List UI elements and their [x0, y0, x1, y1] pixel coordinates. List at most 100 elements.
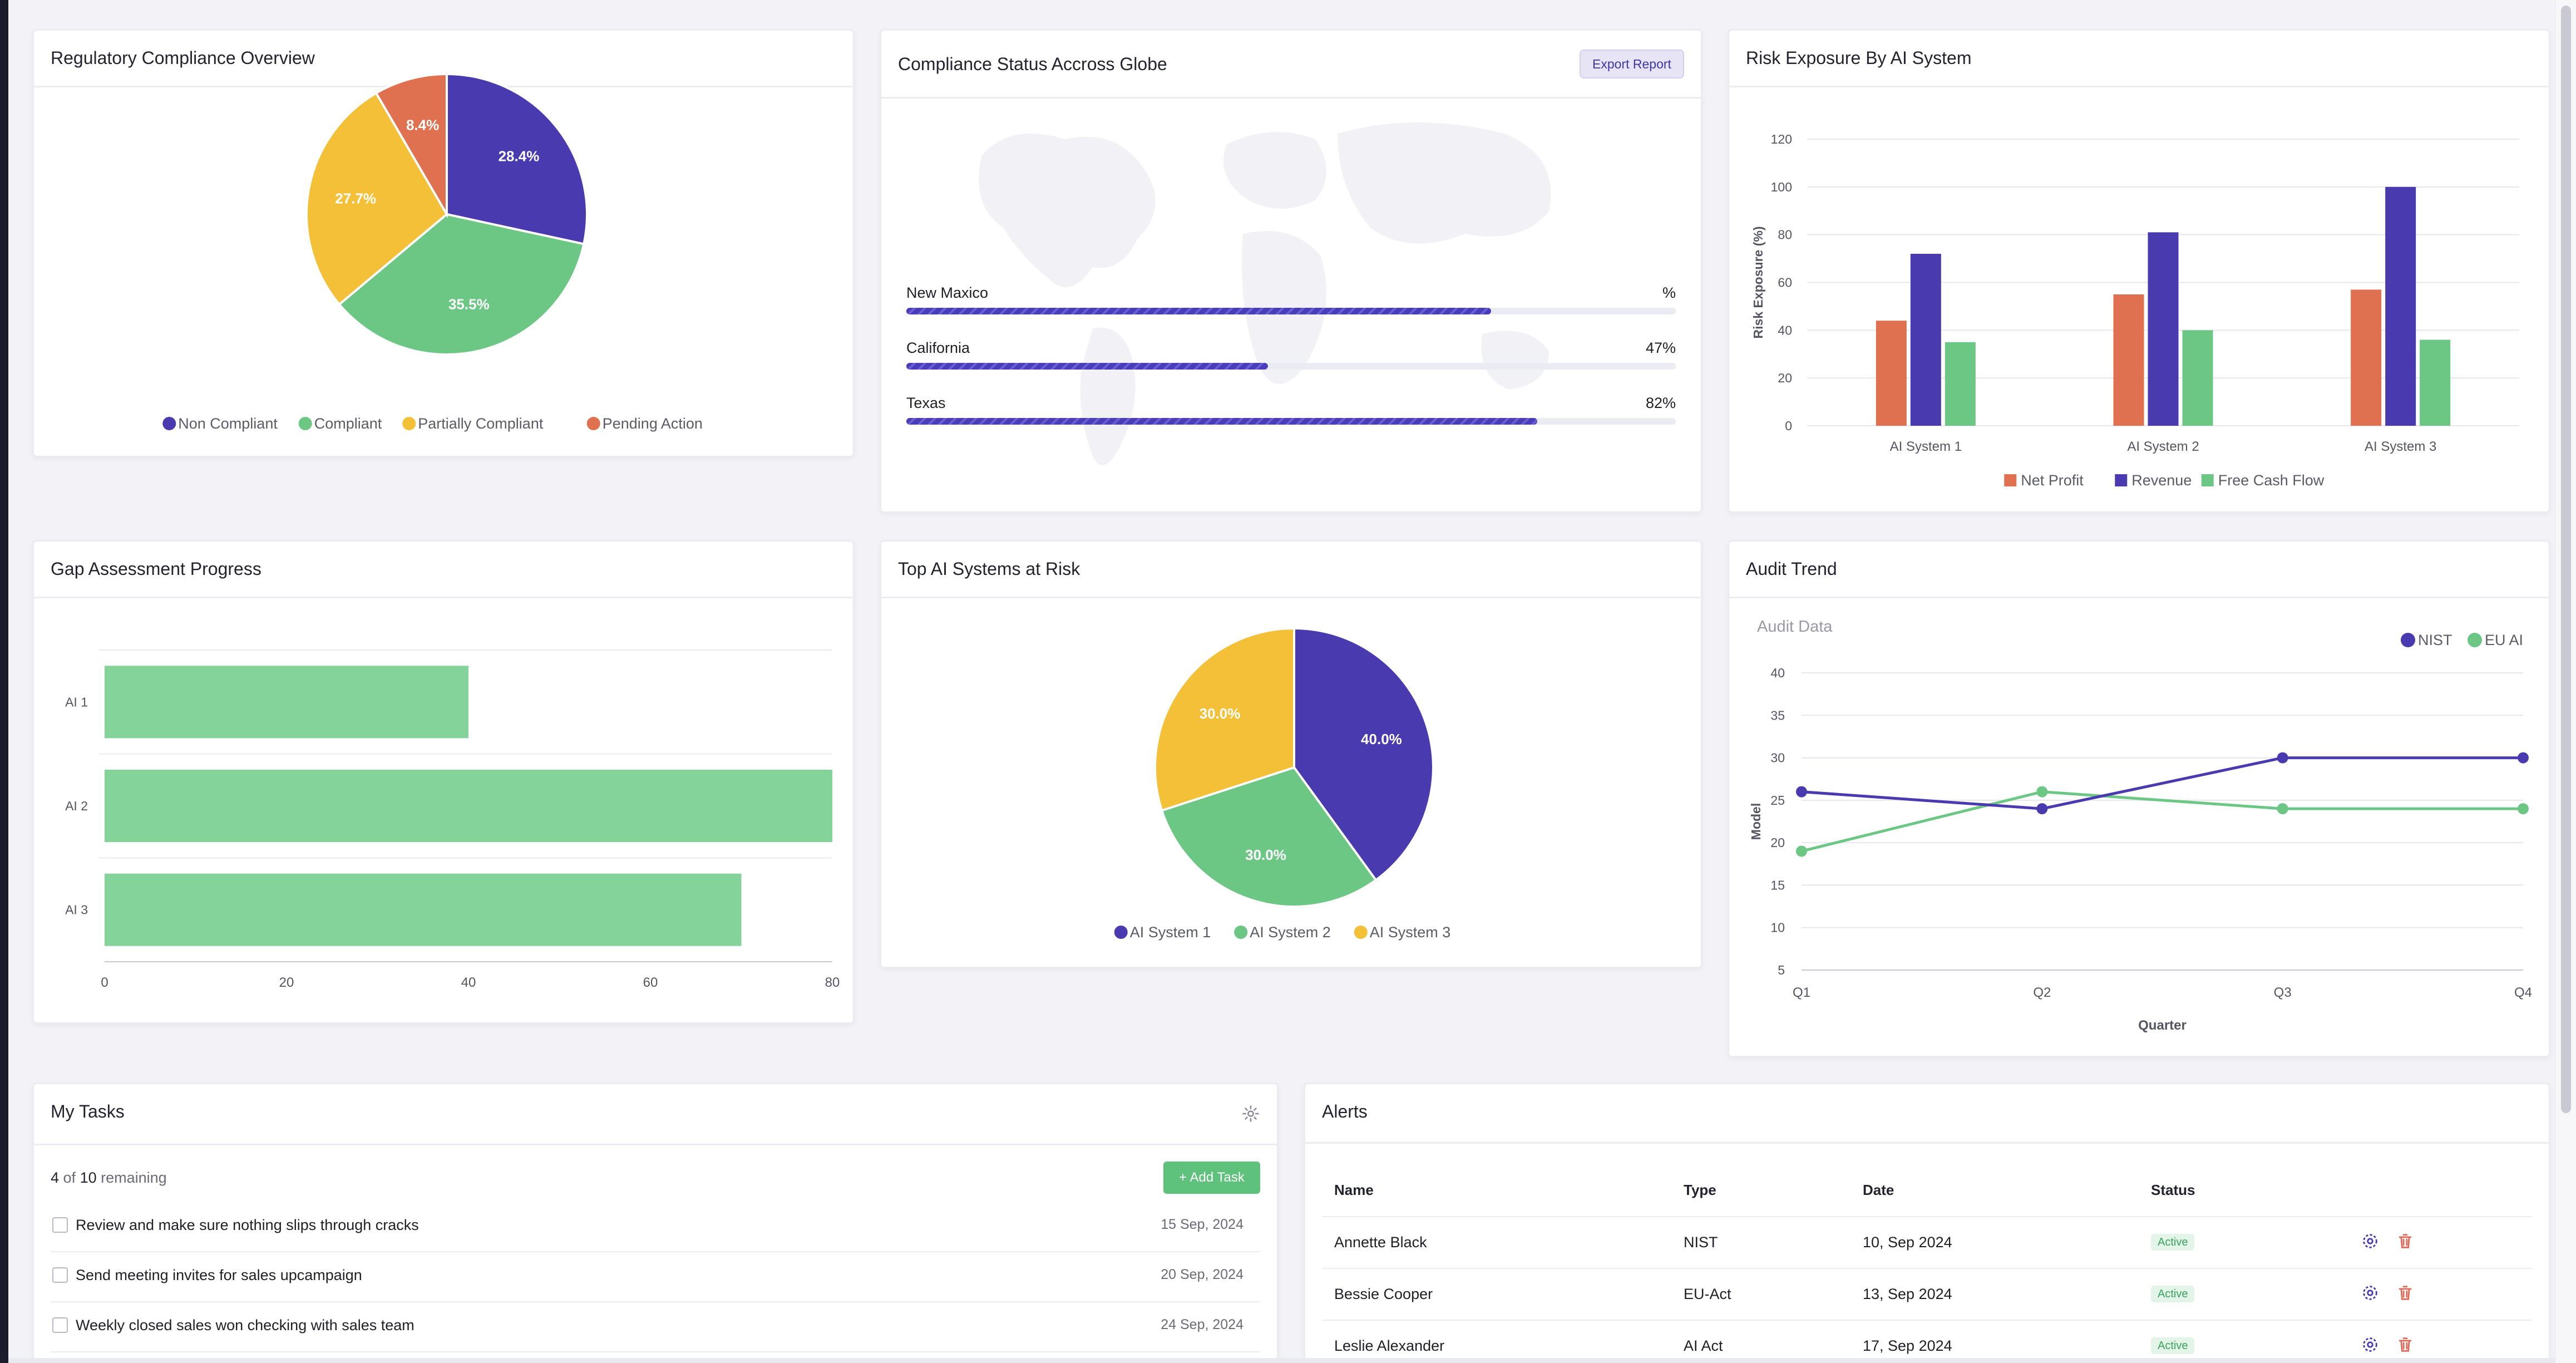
alert-name: Annette Black	[1334, 1234, 1427, 1251]
regulatory-legend-label-0: Non Compliant	[178, 415, 278, 432]
settings-icon[interactable]	[2361, 1335, 2380, 1354]
task-item: Send meeting invites for sales upcampaig…	[51, 1252, 1260, 1302]
settings-icon[interactable]	[2361, 1283, 2380, 1302]
risk-bar-net-profit-1	[2113, 294, 2144, 426]
location-percent: 47%	[1645, 339, 1676, 356]
regulatory-legend-label-1: Compliant	[314, 415, 382, 432]
audit-y-axis-label: Model	[1749, 803, 1763, 840]
risk-bar-free-cash-flow-0	[1945, 342, 1976, 426]
card-title: Regulatory Compliance Overview	[51, 48, 315, 68]
trash-icon[interactable]	[2396, 1283, 2415, 1302]
risk-bar-chart: 0 20 40 60 80 100 120 Risk Exposure (%) AI Syste…	[1751, 132, 2519, 489]
bottom-edge	[8, 1358, 2555, 1363]
top-ai-systems-card: Top AI Systems at Risk 40.0% 30.0% 30.0% AI…	[880, 540, 1702, 968]
audit-point-nist-3	[2518, 752, 2529, 764]
column-header-date: Date	[1863, 1182, 1894, 1198]
gear-icon[interactable]	[1241, 1104, 1260, 1123]
audit-legend-marker-0	[2401, 633, 2415, 647]
risk-x-tick-2: AI System 3	[2365, 439, 2436, 454]
table-row: Leslie Alexander AI Act 17, Sep 2024 Act…	[1322, 1321, 2532, 1363]
top-ai-legend-label-0: AI System 1	[1130, 924, 1211, 941]
alert-name: Leslie Alexander	[1334, 1337, 1445, 1354]
task-item: Review and make sure nothing slips throu…	[51, 1202, 1260, 1252]
task-text: Send meeting invites for sales upcampaig…	[76, 1267, 362, 1283]
gap-bar-2	[105, 873, 742, 946]
risk-bar-free-cash-flow-1	[2182, 330, 2213, 426]
settings-icon[interactable]	[2361, 1232, 2380, 1251]
page-scrollbar[interactable]	[2555, 0, 2576, 1363]
regulatory-slice-1	[338, 213, 585, 356]
task-checkbox[interactable]	[52, 1317, 68, 1333]
gap-assessment-card: Gap Assessment Progress AI 1 AI 2 AI 3 0 20 4…	[32, 540, 855, 1024]
trash-icon[interactable]	[2396, 1232, 2415, 1251]
location-name: Texas	[906, 395, 946, 411]
gap-y-tick-0: AI 1	[65, 695, 88, 709]
audit-legend-marker-1	[2468, 633, 2482, 647]
regulatory-slice-2	[305, 91, 448, 306]
audit-point-eu-ai-2	[2277, 803, 2288, 815]
risk-y-tick-6: 120	[1771, 132, 1792, 146]
risk-y-tick-1: 20	[1778, 371, 1792, 385]
risk-y-axis-label: Risk Exposure (%)	[1751, 227, 1765, 339]
gap-y-tick-2: AI 3	[65, 903, 88, 917]
regulatory-legend-marker-2	[402, 417, 416, 430]
status-badge: Active	[2151, 1234, 2195, 1251]
scrollbar-thumb[interactable]	[2561, 6, 2571, 1113]
risk-y-tick-0: 0	[1785, 419, 1792, 433]
gap-bar-0	[105, 666, 468, 739]
regulatory-slice-label-1: 35.5%	[448, 296, 490, 312]
audit-legend-label-0: NIST	[2418, 632, 2452, 648]
alert-date: 13, Sep 2024	[1863, 1286, 1952, 1302]
risk-y-tick-3: 60	[1778, 275, 1792, 290]
audit-line-eu-ai	[1801, 790, 2523, 853]
task-checkbox[interactable]	[52, 1267, 68, 1283]
risk-bar-revenue-0	[1910, 254, 1941, 426]
card-header: Gap Assessment Progress	[34, 542, 853, 598]
regulatory-legend-label-2: Partially Compliant	[418, 415, 544, 432]
column-header-name: Name	[1334, 1182, 1374, 1198]
task-date: 20 Sep, 2024	[1161, 1267, 1243, 1282]
top-ai-slice-label-0: 40.0%	[1361, 731, 1402, 747]
regulatory-legend-marker-0	[162, 417, 176, 430]
gap-x-tick-2: 40	[461, 975, 476, 990]
table-divider	[1322, 1216, 2532, 1217]
top-ai-legend-marker-2	[1354, 926, 1368, 939]
export-report-button[interactable]: Export Report	[1580, 50, 1684, 78]
risk-legend-label-1: Revenue	[2131, 472, 2192, 489]
trash-icon[interactable]	[2396, 1335, 2415, 1354]
regulatory-compliance-card: Regulatory Compliance Overview 28.4% 35.5…	[32, 29, 855, 457]
card-title: Top AI Systems at Risk	[898, 559, 1080, 579]
top-ai-slice-label-1: 30.0%	[1245, 847, 1286, 863]
audit-x-axis-label: Quarter	[2138, 1018, 2187, 1033]
task-text: Review and make sure nothing slips throu…	[76, 1217, 419, 1233]
gap-x-tick-3: 60	[643, 975, 658, 990]
card-header: My Tasks	[34, 1084, 1277, 1145]
alert-type: NIST	[1684, 1234, 1718, 1251]
risk-exposure-card: Risk Exposure By AI System 0 20 40 60 80 100 1…	[1728, 29, 2550, 513]
card-header: Risk Exposure By AI System	[1729, 31, 2549, 87]
audit-subtitle: Audit Data	[1757, 618, 1833, 636]
location-percent: 82%	[1645, 395, 1676, 411]
top-ai-legend-label-2: AI System 3	[1370, 924, 1451, 941]
my-tasks-card: My Tasks 4 of 10 remaining + Add Task Re…	[32, 1082, 1279, 1363]
risk-legend-marker-1	[2115, 474, 2128, 486]
location-progress-track	[906, 363, 1676, 370]
card-title: Audit Trend	[1746, 559, 1837, 579]
risk-legend-label-0: Net Profit	[2021, 472, 2084, 489]
card-title: Risk Exposure By AI System	[1746, 48, 1972, 68]
status-badge: Active	[2151, 1337, 2195, 1354]
task-checkbox[interactable]	[52, 1217, 68, 1233]
gap-bar-chart: AI 1 AI 2 AI 3 0 20 40 60 80	[65, 649, 840, 990]
risk-y-tick-5: 100	[1771, 180, 1792, 194]
column-header-type: Type	[1684, 1182, 1716, 1198]
risk-y-tick-2: 40	[1778, 323, 1792, 337]
risk-x-tick-1: AI System 2	[2127, 439, 2199, 454]
audit-x-tick-3: Q4	[2514, 985, 2532, 1000]
location-row: Texas 82%	[906, 395, 1676, 439]
alert-type: EU-Act	[1684, 1286, 1731, 1302]
location-percent: %	[1662, 284, 1676, 301]
add-task-button[interactable]: + Add Task	[1163, 1162, 1260, 1194]
alert-date: 17, Sep 2024	[1863, 1337, 1952, 1354]
compliance-globe-card: Compliance Status Accross Globe Export R…	[880, 29, 1702, 513]
card-header: Audit Trend	[1729, 542, 2549, 598]
